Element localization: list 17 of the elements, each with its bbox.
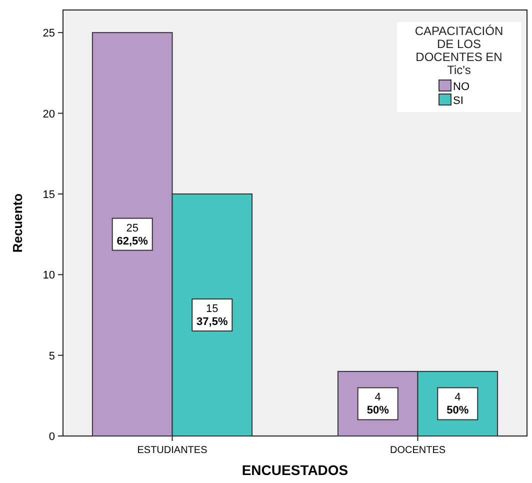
y-axis-title: Recuento: [10, 193, 25, 253]
legend-label: NO: [453, 81, 470, 93]
x-tick-label: ESTUDIANTES: [137, 445, 208, 456]
y-tick-label: 20: [42, 108, 55, 120]
data-label: 15 37,5%: [196, 302, 228, 328]
data-label: 4 50%: [446, 392, 469, 417]
x-tick-label: DOCENTES: [390, 445, 446, 456]
data-label: 4 50%: [366, 392, 390, 417]
y-tick-label: 15: [42, 188, 55, 201]
y-tick-label: 10: [42, 270, 55, 282]
legend-label: SI: [453, 95, 464, 107]
x-axis-title: ENCUESTADOS: [242, 462, 348, 478]
data-label: 25 62,5%: [116, 222, 148, 248]
legend-title: CAPACITACIÓN DE LOS DOCENTES EN Tic's: [414, 24, 504, 77]
y-tick-label: 25: [42, 28, 55, 40]
y-tick-label: 0: [48, 431, 55, 443]
y-tick-label: 5: [48, 350, 55, 362]
